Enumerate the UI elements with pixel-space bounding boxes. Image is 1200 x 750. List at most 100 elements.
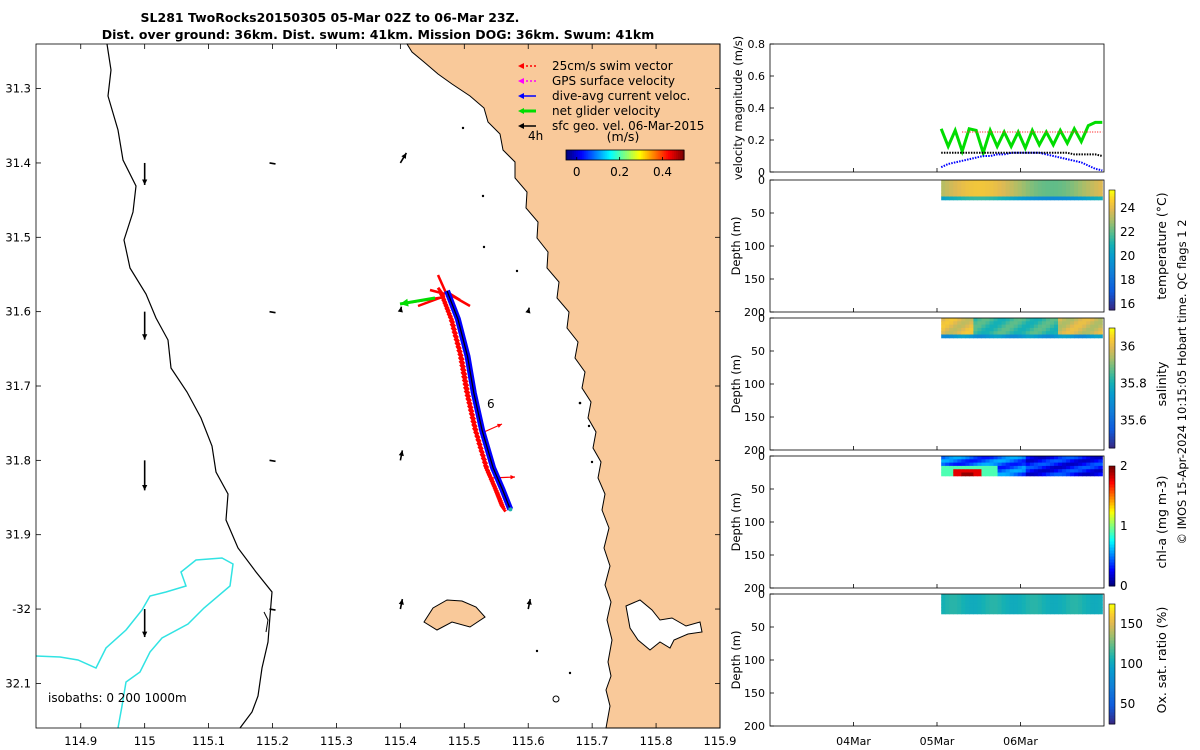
section-cell xyxy=(1009,469,1015,473)
section-cell xyxy=(1001,469,1007,473)
section-cell xyxy=(1009,472,1015,477)
section-cell xyxy=(1021,189,1027,194)
section-cell xyxy=(961,180,966,184)
section-cell xyxy=(1094,324,1099,329)
section-cell xyxy=(1086,462,1091,467)
section-cell xyxy=(1053,603,1059,608)
section-cell xyxy=(1009,600,1015,605)
depth-tick-label: 150 xyxy=(744,549,765,562)
section-cell xyxy=(1070,465,1075,470)
section-cell xyxy=(1078,186,1083,191)
section-cell xyxy=(1086,324,1091,329)
section-cell xyxy=(1009,180,1015,184)
section-colorbar-swatch xyxy=(1109,397,1115,401)
section-cell xyxy=(973,462,978,467)
section-cell xyxy=(965,321,970,326)
colorbar-swatch xyxy=(674,150,677,160)
section-cell xyxy=(1025,324,1031,329)
section-cell xyxy=(1033,331,1039,335)
section-cell xyxy=(973,327,978,332)
section-cell xyxy=(1058,600,1063,605)
section-cell xyxy=(1053,462,1059,467)
section-cell xyxy=(949,321,954,326)
section-cell xyxy=(1033,594,1039,598)
section-cell xyxy=(1062,331,1067,335)
section-cell xyxy=(1013,594,1019,598)
map-ytick-label: 31.9 xyxy=(5,528,31,542)
section-cell xyxy=(1041,603,1047,608)
section-cell xyxy=(981,472,986,477)
section-cell xyxy=(973,321,978,326)
section-cell xyxy=(949,459,954,464)
map-xtick-label: 115.3 xyxy=(320,734,353,748)
section-cell xyxy=(1033,597,1039,602)
section-cell xyxy=(985,610,991,615)
section-cell xyxy=(1021,324,1027,329)
section-cell xyxy=(949,469,954,473)
section-cell xyxy=(949,189,954,194)
section-cell xyxy=(945,462,950,467)
velocity-ytick-label: 0.4 xyxy=(748,102,766,115)
depth-tick-label: 100 xyxy=(744,654,765,667)
colorbar-tick-label: 0 xyxy=(573,165,581,179)
section-colorbar-swatch xyxy=(1109,214,1115,218)
section-cell xyxy=(1049,462,1055,467)
section-cell xyxy=(1066,456,1071,460)
section-cell xyxy=(945,331,950,335)
section-cell xyxy=(1001,600,1007,605)
section-cell xyxy=(965,189,970,194)
section-cell xyxy=(1082,183,1087,188)
section-cell xyxy=(1025,334,1031,339)
section-cell xyxy=(1049,607,1055,611)
section-cell xyxy=(1098,186,1103,191)
section-cell xyxy=(1001,472,1007,477)
section-cell xyxy=(977,193,982,197)
section-cell xyxy=(1082,186,1087,191)
section-cell xyxy=(969,321,974,326)
section-cell xyxy=(1033,318,1039,322)
section-cell xyxy=(1025,603,1031,608)
section-cell xyxy=(981,607,986,611)
section-cell xyxy=(1001,327,1007,332)
section-cell xyxy=(1082,331,1087,335)
section-cell xyxy=(1005,456,1011,460)
section-cell xyxy=(949,597,954,602)
section-cell xyxy=(945,597,950,602)
section-cell xyxy=(1070,600,1075,605)
section-cell xyxy=(1013,183,1019,188)
section-cell xyxy=(1013,196,1019,201)
section-cell xyxy=(945,318,950,322)
section-cell xyxy=(1045,186,1051,191)
section-cell xyxy=(1049,334,1055,339)
section-cell xyxy=(1070,459,1075,464)
section-colorbar-swatch xyxy=(1109,283,1115,287)
section-cell xyxy=(1033,180,1039,184)
section-cell xyxy=(997,472,1003,477)
section-cell xyxy=(1017,459,1023,464)
section-cell xyxy=(1029,183,1035,188)
section-cell xyxy=(1013,327,1019,332)
section-cell xyxy=(993,180,999,184)
section-cell xyxy=(989,183,995,188)
section-cell xyxy=(1094,189,1099,194)
section-cell xyxy=(1001,594,1007,598)
section-colorbar-swatch xyxy=(1109,520,1115,524)
section-colorbar-swatch xyxy=(1109,706,1115,710)
section-cell xyxy=(1090,321,1095,326)
section-cell xyxy=(1074,327,1079,332)
section-cell xyxy=(949,472,954,477)
section-cell xyxy=(1017,469,1023,473)
section-cell xyxy=(1029,456,1035,460)
section-colorbar-swatch xyxy=(1109,685,1115,689)
section-cell xyxy=(1025,183,1031,188)
section-cell xyxy=(1017,462,1023,467)
section-cell xyxy=(973,334,978,339)
section-cell xyxy=(973,331,978,335)
section-cell xyxy=(1029,193,1035,197)
section-cell xyxy=(1070,193,1075,197)
section-cell xyxy=(941,183,946,188)
section-cell xyxy=(965,459,970,464)
map-xtick-label: 115.8 xyxy=(640,734,673,748)
section-cell xyxy=(957,465,962,470)
